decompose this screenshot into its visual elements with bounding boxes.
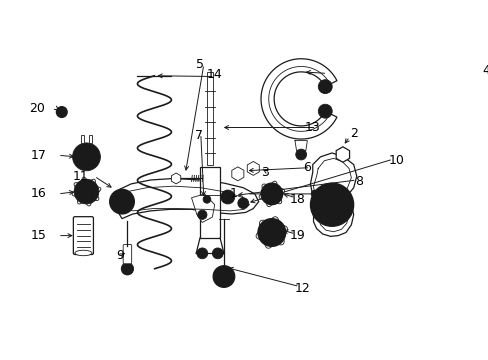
Circle shape (295, 149, 306, 160)
Text: 10: 10 (387, 154, 404, 167)
Circle shape (197, 210, 206, 219)
Circle shape (77, 148, 96, 166)
Text: 20: 20 (29, 103, 45, 116)
Circle shape (172, 175, 179, 182)
Text: 15: 15 (30, 229, 46, 242)
Text: 17: 17 (30, 149, 46, 162)
Circle shape (213, 266, 234, 287)
Circle shape (74, 179, 99, 204)
Polygon shape (261, 59, 336, 139)
Text: 6: 6 (302, 161, 310, 174)
Circle shape (333, 218, 340, 224)
Circle shape (224, 194, 230, 200)
Circle shape (81, 152, 91, 162)
Circle shape (203, 195, 210, 203)
Text: 1: 1 (229, 188, 237, 201)
FancyBboxPatch shape (89, 135, 92, 143)
Text: 2: 2 (350, 127, 358, 140)
Circle shape (72, 143, 100, 171)
FancyBboxPatch shape (81, 135, 84, 143)
Circle shape (324, 197, 339, 212)
Text: 5: 5 (196, 58, 203, 71)
Polygon shape (191, 194, 214, 222)
Circle shape (298, 152, 303, 157)
Circle shape (237, 198, 248, 208)
FancyBboxPatch shape (73, 217, 93, 255)
Circle shape (264, 187, 278, 201)
Circle shape (315, 192, 321, 198)
Circle shape (318, 80, 331, 94)
Polygon shape (117, 179, 258, 219)
Circle shape (80, 185, 93, 198)
Circle shape (241, 201, 245, 206)
Circle shape (56, 107, 67, 117)
Circle shape (109, 189, 134, 214)
Circle shape (338, 150, 347, 159)
Circle shape (310, 190, 318, 198)
Circle shape (119, 198, 125, 205)
Circle shape (248, 164, 257, 172)
Text: 19: 19 (289, 229, 305, 242)
Circle shape (212, 248, 223, 259)
Circle shape (310, 183, 353, 226)
Circle shape (114, 194, 129, 210)
Text: 9: 9 (116, 249, 123, 262)
Text: 12: 12 (294, 282, 310, 294)
Circle shape (217, 270, 230, 283)
Circle shape (317, 190, 346, 219)
Text: 14: 14 (206, 68, 222, 81)
Circle shape (257, 219, 285, 246)
FancyBboxPatch shape (123, 244, 131, 264)
Circle shape (345, 202, 351, 208)
Polygon shape (247, 162, 259, 175)
Circle shape (233, 170, 242, 178)
Polygon shape (231, 167, 244, 181)
Circle shape (221, 190, 234, 204)
Text: 18: 18 (289, 193, 305, 206)
Text: 13: 13 (305, 121, 320, 134)
FancyBboxPatch shape (206, 72, 213, 165)
Circle shape (121, 263, 133, 275)
Circle shape (261, 183, 282, 205)
Text: 11: 11 (72, 170, 88, 183)
Circle shape (59, 109, 64, 115)
FancyBboxPatch shape (200, 167, 220, 238)
Polygon shape (171, 173, 181, 184)
Polygon shape (336, 147, 349, 162)
Text: 4: 4 (482, 64, 488, 77)
Circle shape (197, 248, 207, 259)
Text: 16: 16 (31, 188, 46, 201)
Ellipse shape (75, 250, 92, 256)
Circle shape (83, 189, 89, 195)
Text: 8: 8 (354, 175, 363, 188)
Circle shape (315, 212, 321, 218)
Circle shape (333, 185, 340, 192)
Circle shape (267, 229, 275, 237)
Polygon shape (310, 153, 356, 237)
Circle shape (322, 84, 327, 90)
Circle shape (318, 104, 331, 118)
Circle shape (322, 108, 327, 114)
Text: 3: 3 (261, 166, 268, 179)
Circle shape (262, 223, 281, 242)
Text: 7: 7 (194, 129, 202, 142)
